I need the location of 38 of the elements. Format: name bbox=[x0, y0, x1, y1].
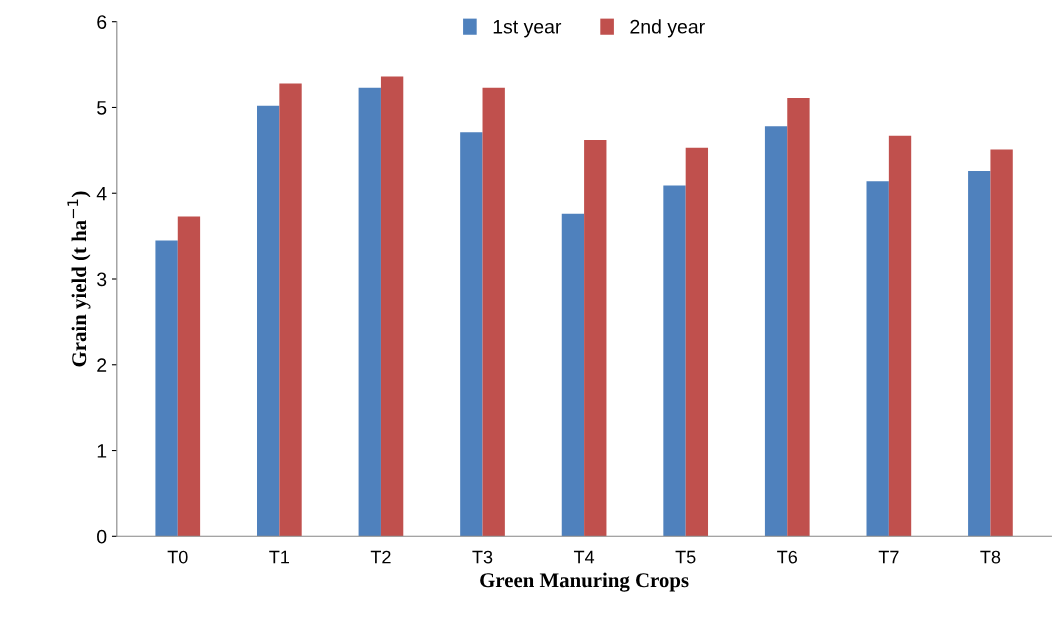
x-tick-label: T5 bbox=[675, 550, 696, 564]
bar bbox=[460, 132, 483, 537]
bar bbox=[663, 185, 686, 537]
bar bbox=[358, 87, 381, 537]
y-tick-label: 4 bbox=[96, 186, 107, 201]
bar bbox=[482, 87, 505, 537]
bar bbox=[584, 140, 607, 537]
x-tick-label: T3 bbox=[472, 550, 493, 564]
x-tick-label: T4 bbox=[573, 550, 595, 564]
bar bbox=[257, 105, 280, 537]
x-tick-label: T1 bbox=[269, 550, 290, 564]
bar bbox=[561, 213, 585, 537]
bar bbox=[888, 135, 912, 537]
legend-label: 2nd year bbox=[630, 19, 705, 38]
x-tick-label: T6 bbox=[777, 550, 798, 564]
legend-label: 1st year bbox=[493, 20, 562, 38]
bar bbox=[155, 240, 178, 537]
bar bbox=[764, 126, 788, 537]
x-tick-label: T2 bbox=[370, 550, 391, 564]
x-axis-title: Green Manuring Crops bbox=[480, 572, 689, 592]
y-tick-label: 5 bbox=[97, 101, 107, 115]
bar bbox=[968, 170, 991, 537]
bar bbox=[380, 76, 404, 537]
y-tick-label: 1 bbox=[97, 444, 107, 458]
y-tick-label: 0 bbox=[97, 529, 107, 544]
x-tick-label: T0 bbox=[167, 550, 188, 564]
bar bbox=[866, 181, 889, 537]
bar bbox=[279, 83, 302, 537]
y-tick-label: 3 bbox=[97, 272, 107, 287]
bar bbox=[685, 147, 709, 537]
y-axis-title: Grain yield (t ha$^{−1}$) bbox=[67, 191, 91, 367]
y-tick-label: 6 bbox=[97, 15, 107, 29]
x-tick-label: T7 bbox=[878, 550, 899, 564]
bar bbox=[177, 216, 201, 537]
bar bbox=[787, 98, 810, 537]
y-tick-label: 2 bbox=[97, 358, 107, 372]
bar bbox=[990, 149, 1013, 537]
x-tick-label: T8 bbox=[980, 550, 1001, 564]
